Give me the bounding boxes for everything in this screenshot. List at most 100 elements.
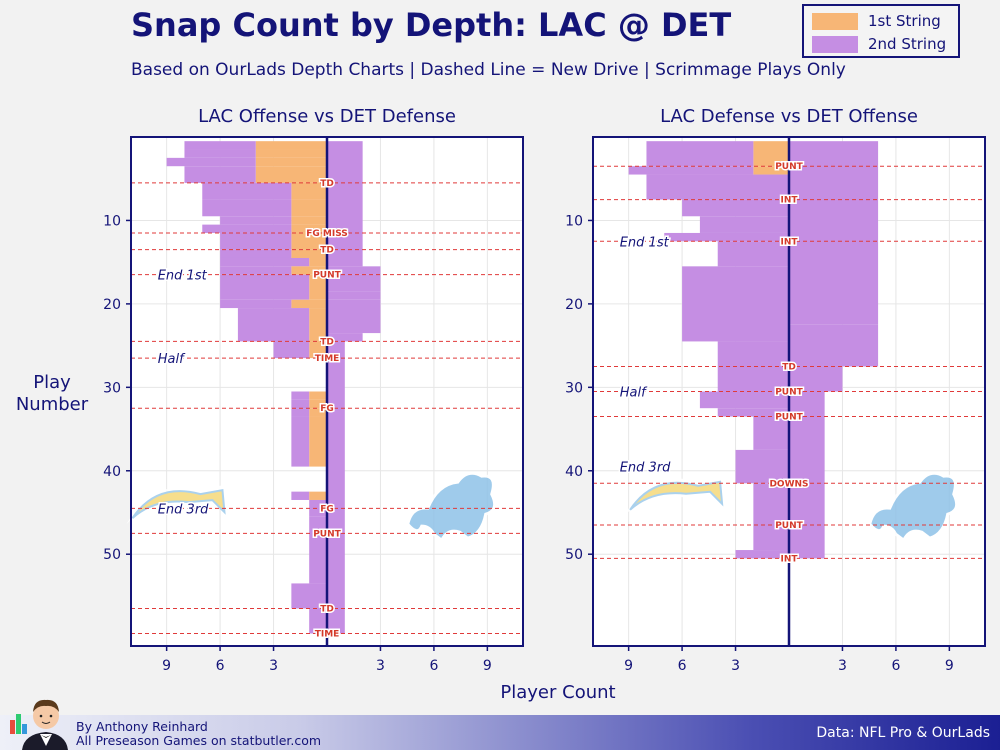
bar-second-string-left-offense — [202, 224, 292, 233]
legend-item-second-string: 2nd String — [812, 34, 946, 54]
bar-second-string-left-offense — [202, 199, 292, 217]
bar-second-string-left-defense — [717, 408, 789, 417]
bar-second-string-left-defense — [699, 391, 789, 409]
bar-first-string-left-offense — [309, 399, 327, 409]
bar-second-string-left-offense — [184, 149, 256, 158]
y-tick-label-defense: 50 — [565, 547, 583, 563]
legend-swatch-first-string — [812, 12, 858, 30]
bar-second-string-left-defense — [699, 216, 789, 233]
bar-second-string-left-defense — [682, 266, 789, 342]
bar-second-string-left-offense — [166, 157, 256, 167]
bar-second-string-left-defense — [628, 166, 754, 175]
bar-second-string-left-defense — [646, 174, 789, 200]
bar-first-string-left-offense — [255, 141, 327, 150]
footer-bar — [0, 715, 1000, 750]
bar-first-string-left-defense — [753, 166, 789, 175]
bar-first-string-left-offense — [291, 182, 327, 200]
drive-result-label-defense: INT — [780, 237, 798, 247]
drive-result-label-defense: INT — [780, 554, 798, 564]
y-axis-label: Play Number — [10, 372, 94, 416]
drive-result-label-defense: PUNT — [775, 162, 803, 172]
y-tick-label-defense: 30 — [565, 380, 583, 396]
bar-first-string-left-offense — [255, 166, 327, 183]
bar-first-string-left-offense — [309, 341, 327, 359]
drive-result-label-offense: TIME — [315, 629, 340, 639]
x-tick-label-offense: 3 — [269, 658, 278, 674]
bar-second-string-left-defense — [664, 232, 789, 242]
legend-label-first-string: 1st String — [868, 12, 941, 30]
y-axis-label-line1: Play — [33, 372, 71, 393]
bar-second-string-left-defense — [753, 416, 789, 450]
drive-result-label-defense: PUNT — [775, 413, 803, 423]
drive-result-label-offense: TIME — [315, 354, 340, 364]
quarter-marker-label-defense: Half — [620, 386, 648, 401]
drive-result-label-offense: PUNT — [313, 271, 341, 281]
plot-border-defense — [592, 136, 986, 647]
bar-first-string-left-offense — [291, 299, 327, 309]
bar-second-string-left-defense — [735, 449, 789, 484]
x-axis-label: Player Count — [500, 682, 616, 703]
drive-result-label-defense: INT — [780, 196, 798, 206]
bar-second-string-left-defense — [646, 141, 754, 167]
bar-second-string-left-offense — [202, 182, 292, 200]
bar-first-string-left-offense — [255, 149, 327, 158]
x-tick-label-defense: 3 — [838, 658, 847, 674]
bar-second-string-left-offense — [184, 141, 256, 150]
bar-second-string-left-offense — [309, 516, 327, 584]
bar-first-string-left-offense — [291, 249, 327, 258]
bar-second-string-left-offense — [220, 299, 292, 309]
bar-second-string-left-defense — [717, 241, 789, 267]
y-tick-label-offense: 20 — [103, 297, 121, 313]
bar-second-string-left-defense — [735, 550, 789, 559]
x-tick-label-offense: 9 — [162, 658, 171, 674]
legend-swatch-second-string — [812, 35, 858, 53]
bar-second-string-left-offense — [220, 257, 310, 267]
drive-result-label-offense: TD — [320, 604, 334, 614]
y-tick-label-defense: 20 — [565, 297, 583, 313]
legend-label-second-string: 2nd String — [868, 35, 947, 53]
drive-result-label-offense: FG MISS — [306, 229, 348, 239]
bar-second-string-left-offense — [220, 216, 292, 225]
bar-second-string-left-offense — [291, 408, 310, 417]
author-credit: By Anthony Reinhard All Preseason Games … — [76, 720, 321, 748]
lions-logo-icon-defense — [868, 471, 959, 543]
bar-second-string-left-offense — [291, 391, 310, 400]
bar-first-string-left-offense — [309, 408, 327, 417]
bar-second-string-left-offense — [220, 274, 310, 300]
bar-second-string-left-offense — [220, 249, 292, 258]
bar-first-string-left-offense — [309, 391, 327, 400]
x-tick-label-defense: 3 — [731, 658, 740, 674]
bar-first-string-left-defense — [753, 141, 789, 167]
chargers-logo-bolt-icon-defense — [629, 480, 724, 511]
quarter-marker-label-defense: End 3rd — [620, 461, 671, 476]
bar-first-string-left-offense — [255, 157, 327, 167]
bar-first-string-left-offense — [291, 224, 327, 233]
quarter-marker-label-offense: Half — [158, 352, 186, 367]
butler-avatar-icon — [10, 699, 68, 750]
bar-first-string-left-offense — [309, 274, 327, 300]
x-tick-label-defense: 6 — [678, 658, 687, 674]
chargers-logo-bolt-icon-offense — [131, 488, 226, 519]
quarter-marker-label-offense: End 3rd — [158, 502, 209, 517]
quarter-marker-label-defense: End 1st — [620, 235, 670, 250]
bar-second-string-left-offense — [291, 491, 310, 500]
bar-second-string-right-offense — [327, 341, 345, 634]
y-tick-label-offense: 10 — [103, 213, 121, 229]
bar-second-string-left-offense — [291, 416, 310, 467]
x-tick-label-defense: 9 — [945, 658, 954, 674]
bar-second-string-left-offense — [309, 499, 327, 517]
quarter-marker-label-offense: End 1st — [158, 269, 208, 284]
y-tick-label-defense: 40 — [565, 464, 583, 480]
bar-first-string-left-offense — [291, 266, 327, 275]
drive-result-label-defense: TD — [782, 362, 796, 372]
bar-second-string-right-offense — [327, 291, 381, 300]
bar-second-string-left-offense — [273, 341, 310, 359]
x-tick-label-offense: 6 — [216, 658, 225, 674]
drive-result-label-defense: DOWNS — [769, 479, 808, 489]
bar-second-string-right-defense — [789, 324, 879, 367]
site-link[interactable]: All Preseason Games on statbutler.com — [76, 733, 322, 748]
bar-first-string-left-offense — [309, 308, 327, 342]
bar-second-string-left-offense — [309, 608, 327, 634]
panel-title-defense: LAC Defense vs DET Offense — [660, 106, 918, 127]
data-source: Data: NFL Pro & OurLads — [816, 725, 990, 741]
